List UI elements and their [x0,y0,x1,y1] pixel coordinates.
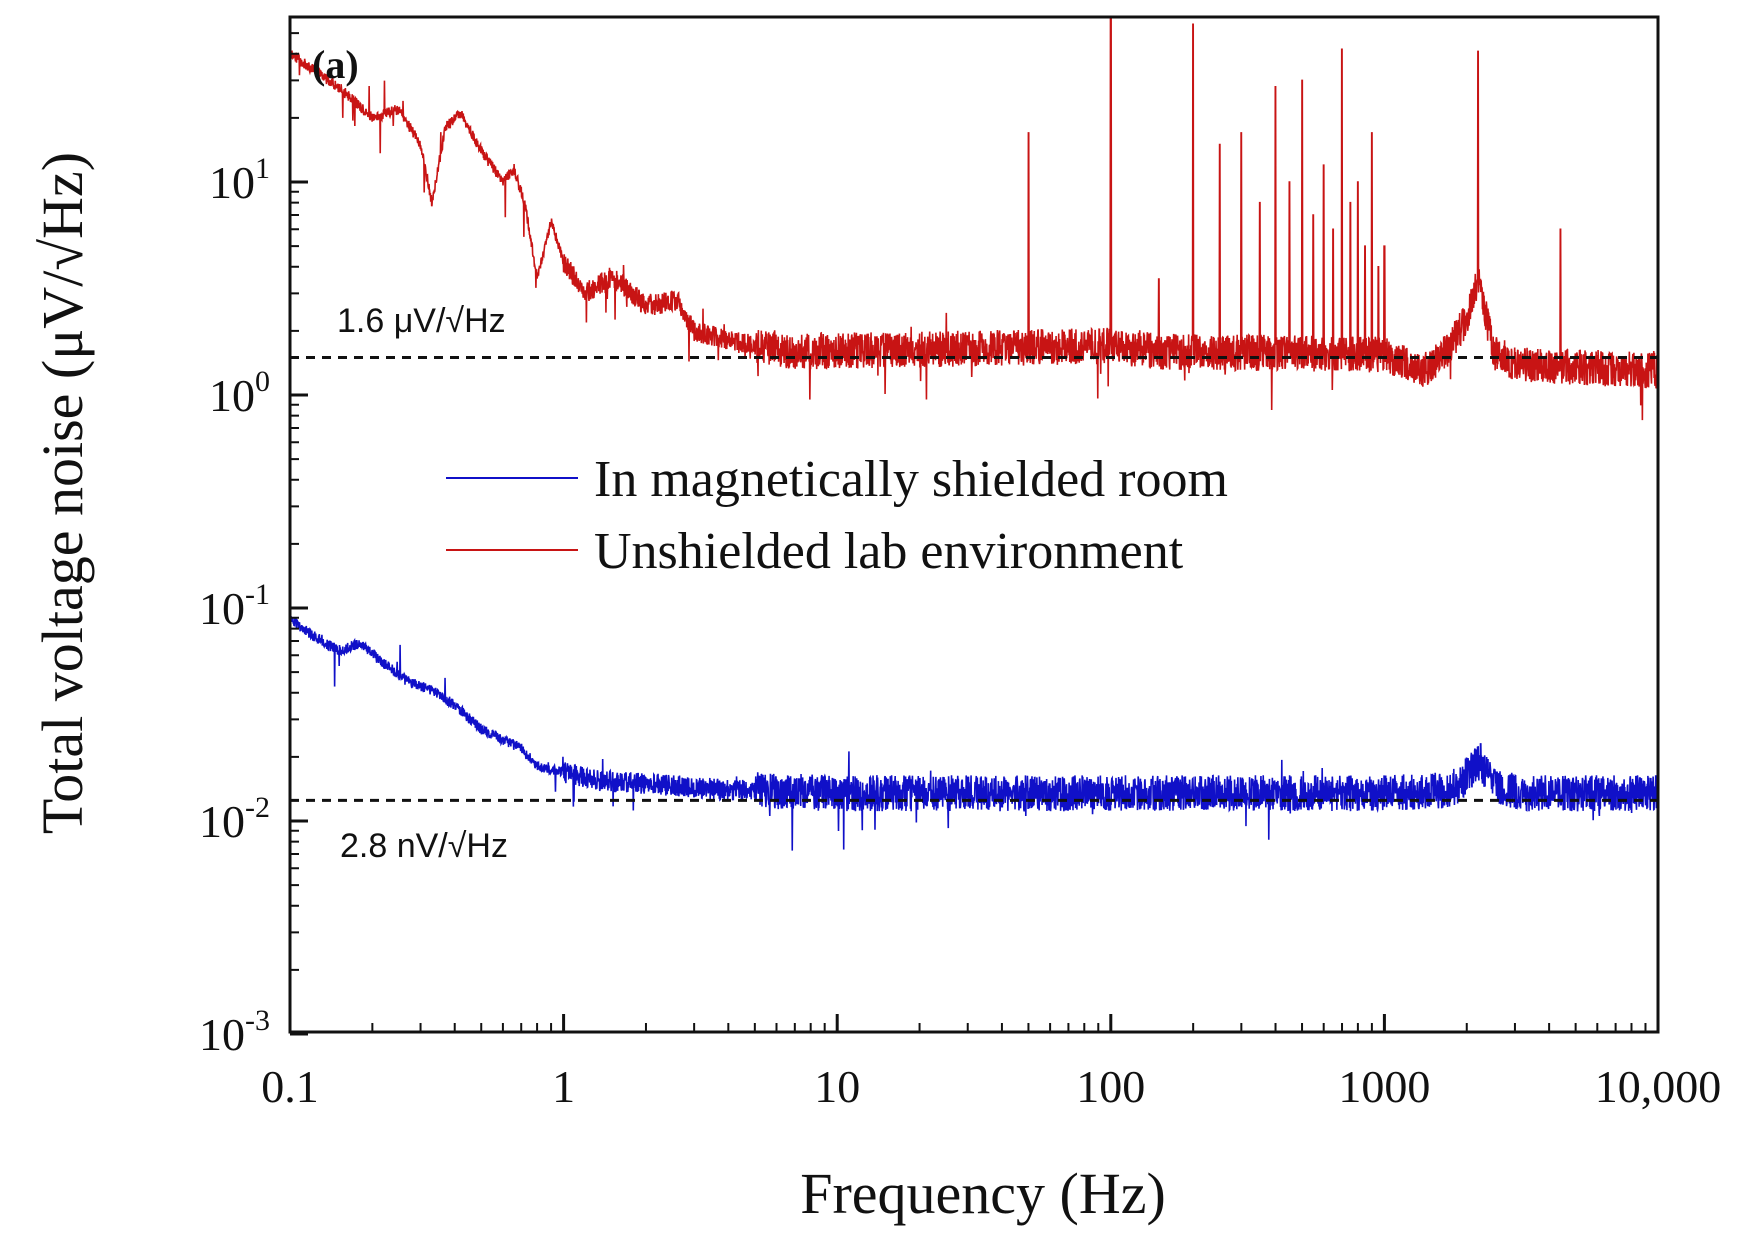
x-axis: 0.1 1 10 100 1000 10,000 [261,1014,1721,1112]
x-axis-title: Frequency (Hz) [800,1161,1166,1226]
y-axis: 10-3 10-2 10-1 100 101 [199,32,308,1060]
legend-label-shielded: In magnetically shielded room [594,451,1228,508]
y-tick-label: 10-1 [199,578,270,634]
x-tick-label: 1000 [1338,1061,1430,1112]
annotation-shielded-floor: 2.8 nV/√Hz [340,827,508,865]
annotation-unshielded-floor: 1.6 μV/√Hz [337,302,506,340]
reference-lines [290,355,1658,802]
y-tick-label: 10-3 [199,1004,270,1060]
annotations: 1.6 μV/√Hz 2.8 nV/√Hz [337,302,508,865]
y-tick-label: 101 [209,152,270,208]
x-tick-label: 0.1 [261,1061,319,1112]
legend: In magnetically shielded room Unshielded… [446,451,1228,580]
panel-label: (a) [312,42,359,87]
x-tick-label: 10 [814,1061,860,1112]
series-line-shielded [290,616,1658,851]
plot-frame [288,15,1660,1034]
y-axis-title: Total voltage noise (μV/√Hz) [30,152,95,834]
x-tick-label: 10,000 [1595,1061,1722,1112]
series-line-unshielded [290,17,1658,421]
x-tick-label: 1 [552,1061,575,1112]
series-layer [290,17,1658,851]
y-tick-label: 100 [209,365,270,421]
y-tick-label: 10-2 [199,791,270,847]
legend-label-unshielded: Unshielded lab environment [594,523,1184,580]
x-tick-label: 100 [1076,1061,1145,1112]
